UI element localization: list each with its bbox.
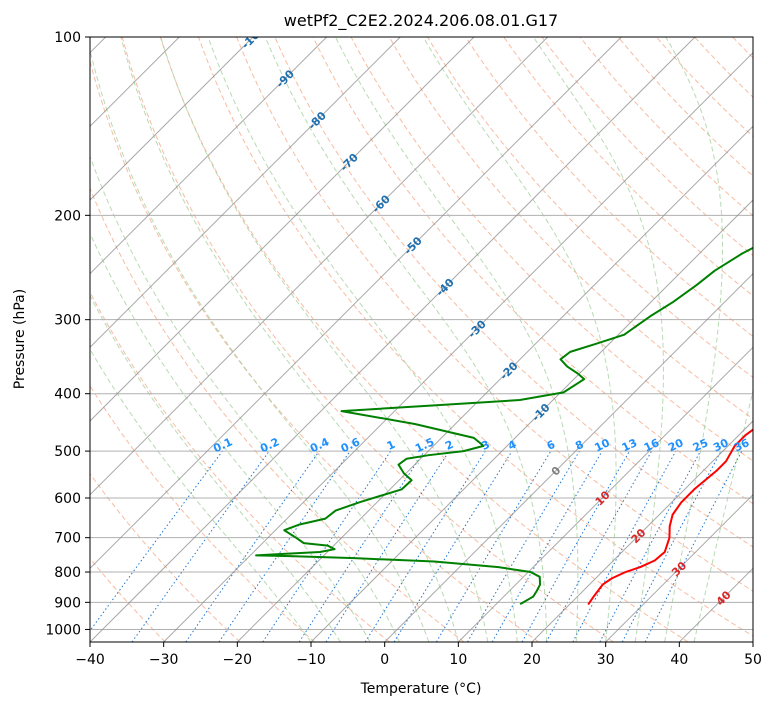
- y-tick-label: 900: [54, 595, 81, 611]
- dry-adiabat: [388, 37, 753, 420]
- y-tick-label: 600: [54, 491, 81, 507]
- x-tick-label: 10: [449, 652, 467, 668]
- mixing-ratio-label: 25: [691, 436, 710, 454]
- moist-adiabat: [90, 48, 430, 642]
- isotherm-line: [90, 37, 254, 201]
- y-tick-label: 100: [54, 30, 81, 46]
- temperature-profile-line: [587, 428, 753, 605]
- moist-adiabat: [90, 232, 371, 642]
- mixing-ratio-label: 10: [593, 436, 613, 454]
- isotherm-line: [531, 420, 753, 642]
- pressure-gridlines: [90, 37, 753, 630]
- isotherm-line: [236, 125, 753, 642]
- mixing-ratio-line: [393, 450, 513, 642]
- isotherm-line: [163, 51, 753, 642]
- moist-adiabat: [264, 37, 548, 642]
- y-tick-label: 1000: [45, 622, 81, 638]
- dry-adiabat: [90, 291, 390, 642]
- y-axis-label: Pressure (hPa): [12, 289, 28, 389]
- isotherms: [90, 37, 753, 642]
- moist-adiabat: [120, 37, 459, 642]
- moist-adiabat: [335, 37, 579, 642]
- dry-adiabat: [90, 557, 166, 642]
- moist-adiabat: [90, 154, 400, 642]
- plot-frame: [89, 36, 754, 643]
- x-tick-label: 40: [670, 652, 688, 668]
- mixing-ratio-line: [218, 450, 351, 642]
- dry-adiabat: [90, 384, 316, 642]
- y-tick-label: 500: [54, 444, 81, 460]
- dry-adiabat: [503, 37, 753, 297]
- moist-adiabat: [693, 388, 753, 642]
- mixing-ratio-label: 20: [666, 436, 686, 454]
- mixing-ratio-line: [572, 450, 677, 642]
- x-tick-label: −40: [75, 652, 105, 668]
- mixing-ratio-label: 36: [732, 436, 752, 454]
- y-tick-label: 800: [54, 565, 81, 581]
- isotherm-line: [605, 493, 753, 642]
- chart-title: wetPf2_C2E2.2024.206.08.01.G17: [284, 11, 558, 31]
- dewpoint-profile-line: [255, 246, 753, 605]
- moist-adiabats: [90, 37, 753, 642]
- moist-adiabat: [160, 37, 489, 642]
- moist-adiabat: [664, 37, 724, 642]
- x-tick-label: 30: [597, 652, 615, 668]
- mixing-ratio-line: [131, 450, 270, 642]
- x-tick-label: 20: [523, 652, 541, 668]
- isotherm-line: [90, 37, 475, 422]
- mixing-ratio-line: [644, 450, 743, 642]
- mixing-ratio-lines: [90, 450, 743, 642]
- isotherm-line: [90, 37, 401, 349]
- moist-adiabat: [422, 37, 617, 642]
- moist-adiabat: [90, 294, 341, 642]
- isotherm-line: [90, 37, 549, 496]
- mixing-ratio-line: [185, 450, 320, 642]
- mixing-ratio-label: 16: [642, 436, 662, 454]
- x-tick-label: 0: [380, 652, 389, 668]
- dry-adiabat: [121, 37, 614, 642]
- isotherm-line: [384, 272, 753, 642]
- mixing-ratio-line: [298, 450, 425, 642]
- profile-series: [255, 246, 753, 605]
- mixing-ratio-label: 30: [711, 436, 731, 454]
- dry-adiabat: [159, 37, 689, 642]
- mixing-ratio-label: 13: [620, 436, 639, 454]
- mixing-ratio-line: [521, 450, 630, 642]
- mixing-ratio-line: [262, 450, 392, 642]
- isotherm-line: [90, 37, 328, 275]
- isotherm-line: [457, 346, 753, 642]
- moist-adiabat: [532, 37, 664, 642]
- y-tick-label: 200: [54, 208, 81, 224]
- x-tick-label: −30: [149, 652, 179, 668]
- dry-adiabat: [90, 59, 540, 642]
- x-tick-label: −20: [223, 652, 253, 668]
- isotherm-line: [90, 37, 696, 642]
- dry-adiabat: [312, 37, 753, 505]
- mixing-ratio-line: [90, 450, 223, 632]
- moist-adiabat: [207, 37, 518, 642]
- mixing-ratio-line: [325, 450, 450, 642]
- dry-adiabat: [197, 37, 753, 637]
- dry-adiabat: [90, 186, 465, 642]
- x-axis-label: Temperature (°C): [360, 681, 482, 697]
- mixing-ratio-line: [545, 450, 653, 642]
- y-tick-label: 300: [54, 313, 81, 329]
- axis-ticks: −40 −30 −20 −10 0 10 20 30 40 50 100 200 300 400 500 60…: [45, 30, 762, 668]
- isotherm-line: [310, 199, 753, 642]
- x-tick-label: 50: [744, 652, 762, 668]
- x-tick-label: −10: [296, 652, 326, 668]
- y-tick-label: 400: [54, 387, 81, 403]
- dry-adiabat: [426, 37, 753, 378]
- y-tick-label: 700: [54, 531, 81, 547]
- isotherm-line: [90, 37, 622, 570]
